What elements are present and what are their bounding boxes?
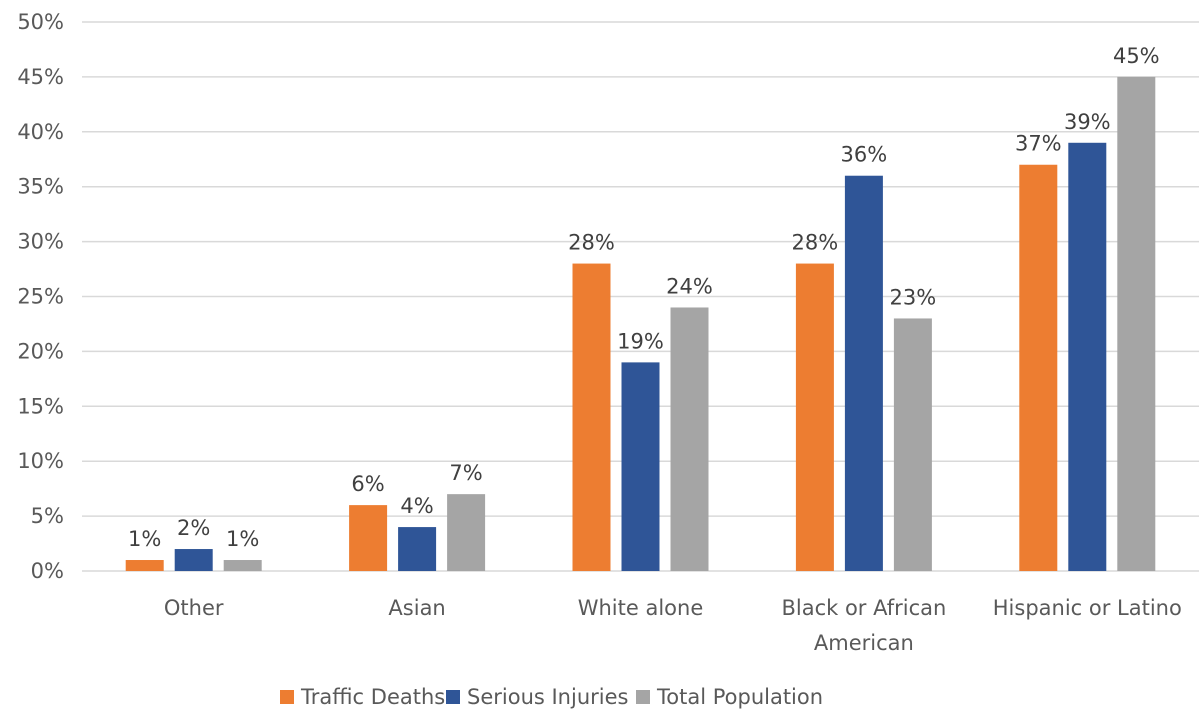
- y-axis-tick-labels: 0% 5% 10% 15% 20% 25% 30% 35% 40% 45% 50%: [17, 10, 64, 583]
- data-label: 37%: [1015, 132, 1062, 156]
- data-label: 45%: [1113, 44, 1160, 68]
- x-axis-category-labels: Other Asian White alone Black or African Ame…: [164, 596, 1182, 655]
- y-tick-label: 5%: [31, 504, 64, 528]
- bar: [795, 263, 834, 571]
- legend-item: Traffic Deaths: [280, 685, 445, 709]
- data-label: 28%: [568, 231, 615, 255]
- y-tick-label: 30%: [17, 230, 64, 254]
- bar: [1068, 142, 1107, 571]
- y-tick-label: 10%: [17, 449, 64, 473]
- gridlines: [82, 21, 1199, 572]
- data-label: 6%: [351, 472, 384, 496]
- data-label: 2%: [177, 516, 210, 540]
- y-tick-label: 45%: [17, 65, 64, 89]
- legend-item: Total Population: [636, 685, 823, 709]
- data-label: 4%: [400, 494, 433, 518]
- data-label: 1%: [226, 527, 259, 551]
- data-labels: 1% 2% 1% 6% 4% 7% 28% 19% 24% 28% 36% 23% 37%39% 45%: [128, 44, 1160, 551]
- data-label: 28%: [792, 231, 839, 255]
- legend-label: Traffic Deaths: [300, 685, 445, 709]
- legend-item: Serious Injuries: [446, 685, 628, 709]
- legend-label: Serious Injuries: [467, 685, 628, 709]
- y-tick-label: 0%: [31, 559, 64, 583]
- bar: [844, 175, 883, 571]
- data-label: 19%: [617, 329, 664, 353]
- legend-label: Total Population: [656, 685, 823, 709]
- y-tick-label: 15%: [17, 394, 64, 418]
- y-tick-label: 20%: [17, 339, 64, 363]
- bar: [670, 307, 709, 571]
- data-label: 24%: [666, 274, 713, 298]
- category-label: American: [814, 631, 914, 655]
- y-tick-label: 50%: [17, 10, 64, 34]
- legend-swatch: [636, 690, 650, 704]
- data-label: 39%: [1064, 110, 1111, 134]
- bar: [125, 560, 164, 571]
- bar: [893, 318, 932, 571]
- category-label: Hispanic or Latino: [993, 596, 1182, 620]
- category-label: White alone: [578, 596, 704, 620]
- bar: [398, 527, 437, 571]
- data-label: 1%: [128, 527, 161, 551]
- legend: Traffic Deaths Serious Injuries Total Popu…: [280, 685, 823, 709]
- bar: [621, 362, 660, 571]
- y-tick-label: 40%: [17, 120, 64, 144]
- legend-swatch: [280, 690, 294, 704]
- category-label: Black or African: [781, 596, 946, 620]
- bar: [1019, 164, 1058, 572]
- bar: [349, 505, 388, 571]
- data-label: 23%: [890, 285, 937, 309]
- bar: [572, 263, 611, 571]
- category-label: Asian: [388, 596, 445, 620]
- data-label: 36%: [841, 143, 888, 167]
- data-label: 7%: [449, 461, 482, 485]
- bars: [125, 76, 1156, 572]
- bar: [174, 549, 213, 571]
- category-label: Other: [164, 596, 224, 620]
- bar: [447, 494, 486, 571]
- bar: [1117, 76, 1156, 572]
- legend-swatch: [446, 690, 460, 704]
- y-tick-label: 35%: [17, 175, 64, 199]
- bar: [223, 560, 262, 571]
- y-tick-label: 25%: [17, 285, 64, 309]
